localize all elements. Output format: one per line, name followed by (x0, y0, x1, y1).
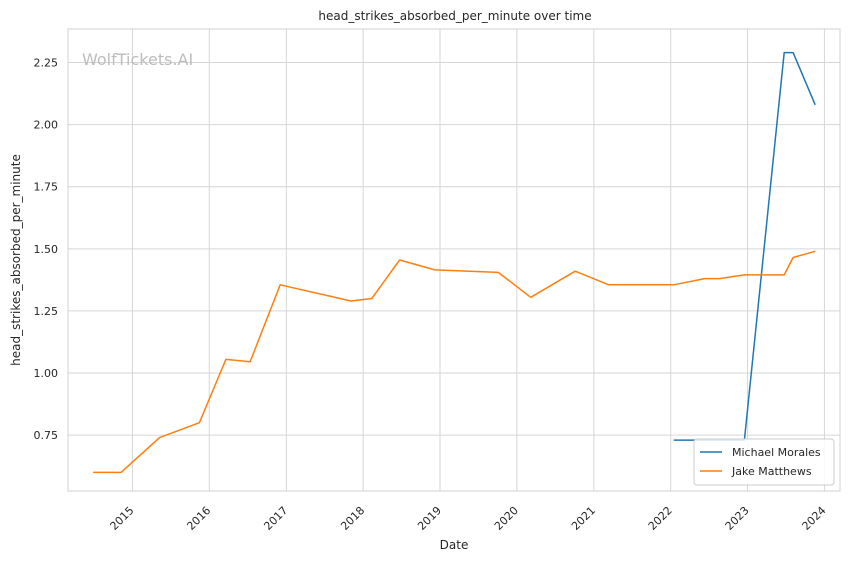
y-tick-label: 2.00 (34, 119, 59, 132)
watermark: WolfTickets.AI (82, 50, 193, 69)
grid-lines (68, 29, 840, 491)
y-tick-label: 2.25 (34, 57, 59, 70)
legend-label: Jake Matthews (731, 465, 812, 478)
legend: Michael Morales Jake Matthews (693, 438, 835, 486)
x-tick-label: 2020 (492, 504, 521, 533)
chart-title: head_strikes_absorbed_per_minute over ti… (318, 9, 591, 23)
x-tick-label: 2024 (800, 504, 829, 533)
y-tick-label: 1.75 (34, 181, 59, 194)
y-tick-label: 1.50 (34, 243, 59, 256)
x-tick-label: 2021 (569, 504, 598, 533)
x-tick-label: 2022 (646, 504, 675, 533)
x-tick-label: 2017 (261, 504, 290, 533)
legend-box (693, 438, 835, 486)
x-tick-label: 2023 (723, 504, 752, 533)
x-tick-label: 2016 (184, 504, 213, 533)
series-line-jake-matthews (93, 250, 816, 474)
y-axis-label: head_strikes_absorbed_per_minute (9, 154, 23, 366)
plot-area (68, 29, 840, 491)
x-axis-label: Date (440, 538, 469, 552)
x-tick-label: 2019 (415, 504, 444, 533)
x-tick-labels: 2015 2016 2017 2018 2019 2020 2021 2022 2023 2024 (108, 504, 829, 533)
x-tick-label: 2018 (338, 504, 367, 533)
y-tick-label: 1.00 (34, 367, 59, 380)
y-tick-label: 0.75 (34, 429, 59, 442)
legend-label: Michael Morales (732, 446, 821, 459)
y-tick-labels: 0.75 1.00 1.25 1.50 1.75 2.00 2.25 (34, 57, 59, 443)
plot-frame (67, 28, 841, 492)
x-tick-label: 2015 (108, 504, 137, 533)
y-tick-label: 1.25 (34, 305, 59, 318)
